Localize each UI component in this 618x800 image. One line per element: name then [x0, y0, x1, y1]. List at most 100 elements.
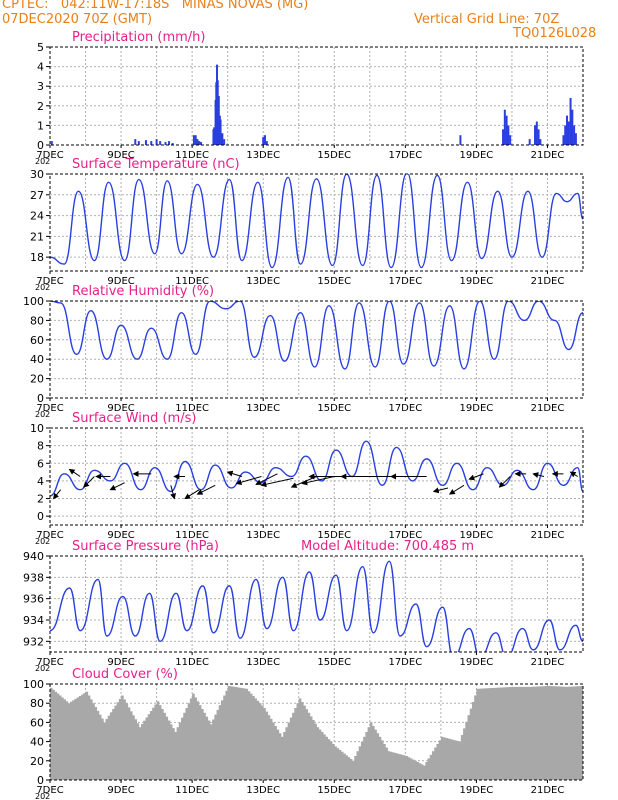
cloud-cover-column [265, 711, 269, 780]
header-station-line: CPTEC: 042:11W-17:18S MINAS NOVAS (MG) [2, 0, 309, 12]
cloud-cover-column [138, 727, 142, 780]
wind-arrow [255, 473, 278, 485]
cloud-cover-column [256, 700, 260, 780]
cloud-cover-column [303, 705, 306, 780]
cloud-cover-column [252, 696, 255, 780]
cloud-cover-column [107, 715, 111, 780]
cloud-cover-column [58, 695, 62, 780]
cloud-cover-column [549, 686, 553, 780]
cloud-cover-column [198, 705, 202, 780]
x-tick-label: 9DEC [107, 150, 134, 161]
cloud-cover-column [354, 756, 357, 780]
y-tick-label: 6 [37, 457, 44, 470]
cloud-cover-column [574, 686, 577, 780]
cloud-cover-column [81, 694, 84, 780]
cloud-cover-column [529, 686, 533, 780]
precip-bar [194, 135, 197, 145]
y-tick-label: 20 [30, 373, 44, 386]
cloud-cover-column [378, 736, 382, 780]
cloud-cover-column [223, 695, 226, 780]
cloud-cover-column [116, 702, 120, 780]
cloud-cover-column [540, 686, 544, 780]
precip-bar [534, 125, 537, 145]
cloud-cover-column [298, 698, 302, 780]
cloud-cover-column [509, 687, 513, 780]
cloud-cover-column [527, 686, 531, 780]
cloud-cover-column [105, 719, 109, 780]
cloud-cover-column [218, 705, 222, 780]
cloud-cover-column [181, 717, 184, 780]
cloud-cover-column [143, 720, 146, 780]
cloud-cover-column [551, 686, 555, 780]
header-vertical-grid-line: Vertical Grid Line: 70Z [414, 12, 560, 27]
cloud-cover-column [65, 701, 69, 780]
panel-4: 0 2 4 6 8 10 7DEC 9DEC 11DEC 13DEC 15DEC 17DEC 19DEC… [30, 411, 584, 546]
cloud-cover-column [74, 698, 78, 780]
cloud-cover-column [127, 707, 131, 780]
cloud-cover-column [498, 687, 502, 780]
cloud-cover-column [416, 762, 420, 780]
cloud-cover-column [221, 700, 224, 780]
cloud-cover-column [267, 715, 271, 780]
x-tick-label: 15DEC [317, 657, 351, 668]
cloud-cover-column [558, 686, 562, 780]
cloud-cover-column [349, 759, 353, 780]
cloud-cover-column [480, 688, 484, 780]
x-tick-label: 19DEC [460, 530, 494, 541]
precip-bar [150, 141, 153, 145]
cloud-cover-column [571, 686, 575, 780]
x-tick-label: 11DEC [175, 530, 209, 541]
precip-bar [216, 80, 219, 145]
cloud-cover-column [383, 744, 386, 780]
cloud-cover-column [367, 727, 371, 780]
x-tick-label: 19DEC [460, 657, 494, 668]
precip-bar [265, 141, 268, 145]
cloud-cover-column [83, 693, 86, 780]
cloud-cover-column [418, 763, 422, 780]
cloud-cover-column [500, 687, 504, 780]
x-tick-label: 19DEC [460, 785, 494, 796]
precip-bar [573, 125, 576, 145]
cloud-cover-column [69, 701, 73, 780]
panel-frame [49, 173, 584, 272]
cloud-cover-column [278, 733, 282, 780]
panel-6: 0 20 40 60 80 100 7DEC 9DEC 11DEC 13DEC 15DEC 17DEC… [23, 667, 584, 800]
y-tick-label: 0 [37, 774, 44, 787]
y-tick-label: 0 [37, 139, 44, 152]
y-tick-label: 80 [30, 314, 44, 327]
x-tick-label: 9DEC [107, 657, 134, 668]
y-tick-label: 3 [37, 80, 44, 93]
cloud-cover-column [394, 753, 397, 780]
x-tick-label: 15DEC [317, 530, 351, 541]
x-tick-label: 17DEC [388, 785, 422, 796]
wind-arrow [532, 472, 545, 478]
cloud-cover-column [365, 732, 368, 780]
precip-bar [219, 119, 222, 145]
series-group [50, 301, 583, 370]
y-tick-label: 2 [37, 100, 44, 113]
cloud-cover-column [85, 691, 89, 780]
x-tick-label: 11DEC [175, 657, 209, 668]
cloud-cover-column [103, 722, 106, 780]
cloud-cover-column [467, 715, 471, 780]
cloud-cover-column [516, 686, 519, 780]
precip-bar [567, 121, 570, 145]
y-tick-label: 24 [30, 210, 44, 223]
cloud-cover-column [172, 728, 175, 780]
cloud-cover-column [392, 752, 395, 780]
cloud-cover-column [372, 726, 375, 780]
cloud-cover-column [274, 726, 277, 780]
cloud-cover-column [269, 718, 273, 780]
cloud-cover-column [258, 703, 262, 780]
x-tick-label: 17DEC [388, 657, 422, 668]
cloud-cover-column [485, 688, 488, 780]
cloud-cover-column [92, 703, 95, 780]
cloud-cover-column [165, 716, 169, 780]
precip-bar [168, 141, 171, 145]
cloud-cover-column [312, 720, 315, 780]
cloud-cover-column [380, 740, 384, 780]
cloud-cover-column [300, 702, 304, 780]
cloud-cover-column [454, 740, 457, 780]
cloud-cover-column [63, 699, 66, 780]
y-tick-label: 27 [30, 189, 44, 202]
